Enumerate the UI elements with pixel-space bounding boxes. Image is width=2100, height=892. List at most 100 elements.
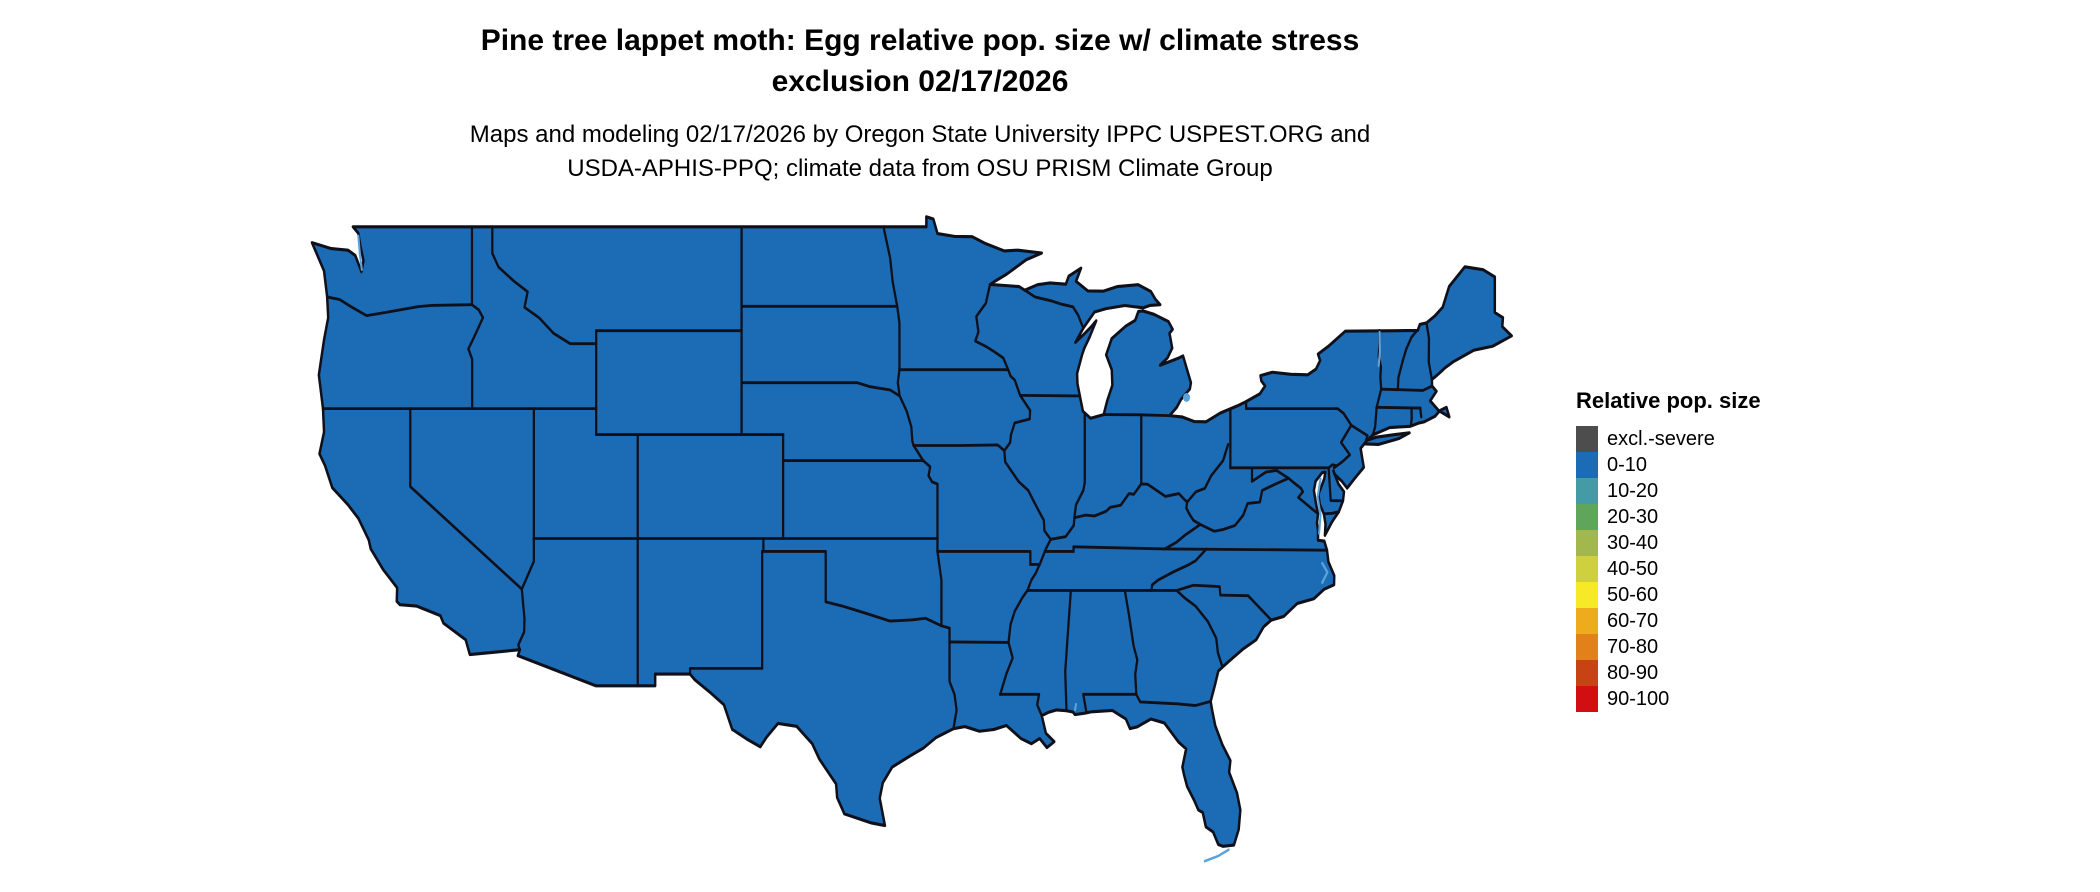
lake-st-clair-water bbox=[1183, 393, 1191, 402]
border-ks-mo bbox=[921, 459, 939, 540]
border-mn-wi bbox=[974, 283, 1010, 372]
border-tn-nc bbox=[1150, 547, 1208, 593]
border-lower-mississippi bbox=[999, 537, 1052, 696]
legend-swatch-30-40 bbox=[1576, 530, 1598, 556]
border-nc-sc bbox=[1175, 583, 1273, 622]
border-al-ga bbox=[1123, 589, 1139, 696]
chesapeake-bay-water bbox=[1316, 477, 1322, 535]
border-pa-de bbox=[1327, 463, 1338, 470]
border-wi-ia bbox=[1006, 368, 1022, 397]
border-mo-ar bbox=[936, 550, 1041, 566]
border-ny-nj bbox=[1350, 423, 1369, 444]
border-ia-il bbox=[1003, 393, 1032, 453]
legend-label: 20-30 bbox=[1607, 506, 1659, 528]
border-tx-la bbox=[948, 626, 958, 731]
legend-label: 30-40 bbox=[1607, 532, 1659, 554]
border-nh-me bbox=[1425, 321, 1434, 381]
border-nm-tx bbox=[688, 550, 764, 676]
legend-swatch-80-90 bbox=[1576, 660, 1598, 686]
page-subtitle-line1: Maps and modeling 02/17/2026 by Oregon S… bbox=[469, 121, 1371, 148]
us-outline bbox=[310, 215, 1513, 848]
border-ct-ri bbox=[1409, 406, 1413, 428]
legend-swatch-10-20 bbox=[1576, 478, 1598, 504]
legend-swatch-90-100 bbox=[1576, 686, 1598, 712]
border-id-mt bbox=[491, 225, 598, 346]
legend-row: 20-30 bbox=[1576, 504, 1761, 530]
legend-row: excl.-severe bbox=[1576, 426, 1761, 452]
border-mi-in-oh bbox=[1102, 413, 1171, 418]
border-sd-ne bbox=[740, 381, 901, 398]
border-mn-sd bbox=[896, 304, 901, 372]
us-map-svg bbox=[310, 215, 1513, 863]
lake-champlain-water bbox=[1377, 330, 1381, 368]
legend-label: 50-60 bbox=[1607, 584, 1659, 606]
mobile-bay-water bbox=[1073, 702, 1078, 712]
legend-swatch-20-30 bbox=[1576, 504, 1598, 530]
legend-label: 0-10 bbox=[1607, 454, 1648, 476]
border-wi-il bbox=[1019, 393, 1081, 398]
water-accents bbox=[357, 234, 1381, 863]
legend-label: 90-100 bbox=[1607, 688, 1670, 710]
border-al-fl bbox=[1082, 692, 1138, 714]
page-subtitle-line2: USDA-APHIS-PPQ; climate data from OSU PR… bbox=[567, 155, 1273, 182]
border-il-in-ky bbox=[1049, 413, 1086, 541]
legend-row: 70-80 bbox=[1576, 634, 1761, 660]
border-ga-sc bbox=[1175, 589, 1224, 669]
border-ky-wv bbox=[1185, 500, 1202, 526]
border-ok-tx bbox=[762, 537, 943, 628]
border-ok-ar bbox=[936, 550, 951, 630]
legend-row: 90-100 bbox=[1576, 686, 1761, 712]
border-md-wv bbox=[1250, 466, 1290, 483]
border-in-ky bbox=[1073, 482, 1143, 520]
legend-swatch-40-50 bbox=[1576, 556, 1598, 582]
legend-label: 80-90 bbox=[1607, 662, 1659, 684]
page-title: Pine tree lappet moth: Egg relative pop.… bbox=[0, 20, 1840, 102]
border-ky-tn bbox=[1043, 545, 1166, 553]
border-wa-id-or-id bbox=[467, 225, 485, 411]
legend-label: excl.-severe bbox=[1607, 428, 1715, 450]
us-choropleth-map bbox=[296, 206, 1532, 871]
border-ar-la bbox=[948, 640, 1010, 644]
border-ms-la bbox=[999, 692, 1043, 718]
page-title-line2: exclusion 02/17/2026 bbox=[771, 65, 1069, 98]
legend-row: 10-20 bbox=[1576, 478, 1761, 504]
legend-title: Relative pop. size bbox=[1576, 388, 1761, 413]
legend-row: 50-60 bbox=[1576, 582, 1761, 608]
legend-label: 10-20 bbox=[1607, 480, 1659, 502]
legend-label: 70-80 bbox=[1607, 636, 1659, 658]
legend-row: 60-70 bbox=[1576, 608, 1761, 634]
border-ri-ma bbox=[1419, 406, 1423, 419]
border-md-va bbox=[1287, 476, 1320, 516]
legend: Relative pop. size excl.-severe 0-10 10-… bbox=[1576, 388, 1761, 712]
legend-row: 80-90 bbox=[1576, 660, 1761, 686]
legend-row: 40-50 bbox=[1576, 556, 1761, 582]
page-subtitle: Maps and modeling 02/17/2026 by Oregon S… bbox=[0, 118, 1840, 186]
border-oh-wv bbox=[1186, 443, 1230, 504]
border-mo-il bbox=[1003, 449, 1052, 541]
legend-label: 60-70 bbox=[1607, 610, 1659, 632]
border-ia-mo bbox=[912, 443, 1006, 453]
border-nv-az bbox=[520, 537, 535, 591]
state-borders bbox=[321, 225, 1434, 731]
long-island bbox=[1364, 431, 1411, 447]
legend-label: 40-50 bbox=[1607, 558, 1659, 580]
border-ky-va bbox=[1163, 523, 1202, 551]
border-ct-ma-ri-ma bbox=[1375, 405, 1422, 410]
border-de-md bbox=[1327, 466, 1345, 503]
border-wi-mi bbox=[1023, 288, 1085, 330]
border-wa-or bbox=[326, 295, 474, 318]
legend-swatch-excl-severe bbox=[1576, 426, 1598, 452]
border-vt-nh bbox=[1396, 328, 1419, 392]
legend-swatch-70-80 bbox=[1576, 634, 1598, 660]
border-mn-nd bbox=[882, 225, 899, 308]
border-ms-al bbox=[1064, 589, 1072, 713]
legend-swatch-60-70 bbox=[1576, 608, 1598, 634]
pamlico-sound-water bbox=[1321, 561, 1329, 584]
legend-row: 30-40 bbox=[1576, 530, 1761, 556]
border-md-va-shore bbox=[1322, 510, 1340, 516]
border-va-nc bbox=[1163, 547, 1329, 552]
border-ca-nv-az bbox=[409, 407, 526, 652]
border-oh-ky bbox=[1140, 482, 1189, 504]
border-va-wv bbox=[1199, 476, 1290, 533]
